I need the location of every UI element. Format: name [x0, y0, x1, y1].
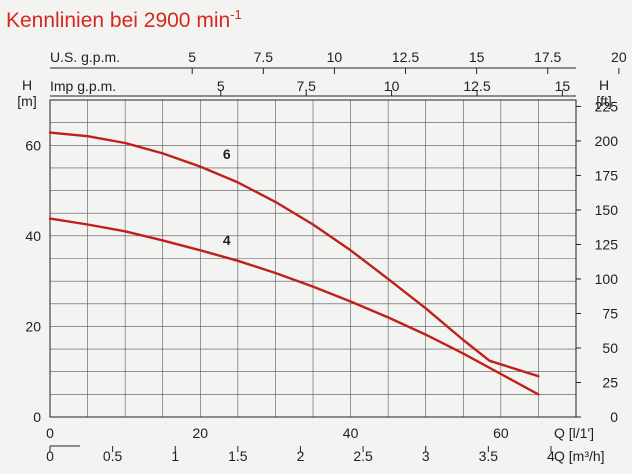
- curve-label-6: 6: [223, 146, 231, 162]
- m3h-tick-label: 0.5: [103, 448, 123, 464]
- imp-gpm-tick-label: 12.5: [463, 78, 490, 94]
- y-tick-label: 40: [25, 228, 41, 244]
- ft-tick-label: 175: [595, 167, 619, 183]
- right-axis-label: H: [599, 77, 609, 93]
- chart-title: Kennlinien bei 2900 min-1: [6, 7, 242, 32]
- ft-tick-label: 200: [595, 133, 619, 149]
- us-gpm-tick-label: 20: [611, 49, 627, 65]
- imp-gpm-axis-label: Imp g.p.m.: [50, 78, 116, 94]
- y-tick-label: 0: [33, 409, 41, 425]
- us-gpm-tick-label: 15: [469, 49, 485, 65]
- imp-gpm-tick-label: 10: [384, 78, 400, 94]
- y-tick-label: 60: [25, 137, 41, 153]
- ft-tick-label: 100: [595, 271, 619, 287]
- us-gpm-tick-label: 17.5: [534, 49, 561, 65]
- m3h-tick-label: 1.5: [228, 448, 248, 464]
- ft-tick-label: 125: [595, 236, 619, 252]
- y-axis-label: H: [22, 77, 32, 93]
- title-superscript: -1: [230, 7, 242, 22]
- us-gpm-tick-label: 7.5: [254, 49, 274, 65]
- right-axis-unit: [ft]: [596, 93, 612, 109]
- y-axis-unit: [m]: [17, 93, 36, 109]
- ft-tick-label: 50: [602, 340, 618, 356]
- ft-tick-label: 0: [610, 409, 618, 425]
- curve-label-4: 4: [223, 232, 231, 248]
- imp-gpm-tick-label: 7.5: [296, 78, 316, 94]
- m3h-tick-label: 0: [46, 448, 54, 464]
- x-tick-label: 20: [192, 425, 208, 441]
- x-axis-label: Q [l/1']: [554, 425, 594, 441]
- m3h-tick-label: 3.5: [479, 448, 499, 464]
- us-gpm-tick-label: 12.5: [392, 49, 419, 65]
- us-gpm-tick-label: 10: [327, 49, 343, 65]
- m3h-tick-label: 2: [297, 448, 305, 464]
- x-tick-label: 40: [343, 425, 359, 441]
- grid: [49, 67, 620, 452]
- m3h-tick-label: 3: [422, 448, 430, 464]
- m3h-tick-label: 4: [547, 448, 555, 464]
- m3h-tick-label: 2.5: [353, 448, 373, 464]
- x-axis-label-m3h: Q [m³/h]: [554, 448, 605, 464]
- ft-tick-label: 25: [602, 374, 618, 390]
- y-tick-label: 20: [25, 318, 41, 334]
- m3h-tick-label: 1: [171, 448, 179, 464]
- curve-4: [48, 217, 540, 396]
- plot-frame: [49, 99, 577, 418]
- us-gpm-axis-label: U.S. g.p.m.: [50, 49, 120, 65]
- ft-tick-label: 150: [595, 202, 619, 218]
- tick-labels: 0 20 40 600 0.5 1 1.5 2 2.5 3 3.5 45 7.5 10 12.5 15 17.5…: [25, 49, 627, 464]
- ft-tick-label: 225: [595, 98, 619, 114]
- curve-6: [48, 131, 540, 378]
- us-gpm-tick-label: 5: [188, 49, 196, 65]
- x-tick-label: 60: [493, 425, 509, 441]
- x-tick-label: 0: [46, 425, 54, 441]
- ft-tick-label: 75: [602, 305, 618, 321]
- imp-gpm-tick-label: 15: [555, 78, 571, 94]
- imp-gpm-tick-label: 5: [217, 78, 225, 94]
- curves: 64: [48, 131, 540, 396]
